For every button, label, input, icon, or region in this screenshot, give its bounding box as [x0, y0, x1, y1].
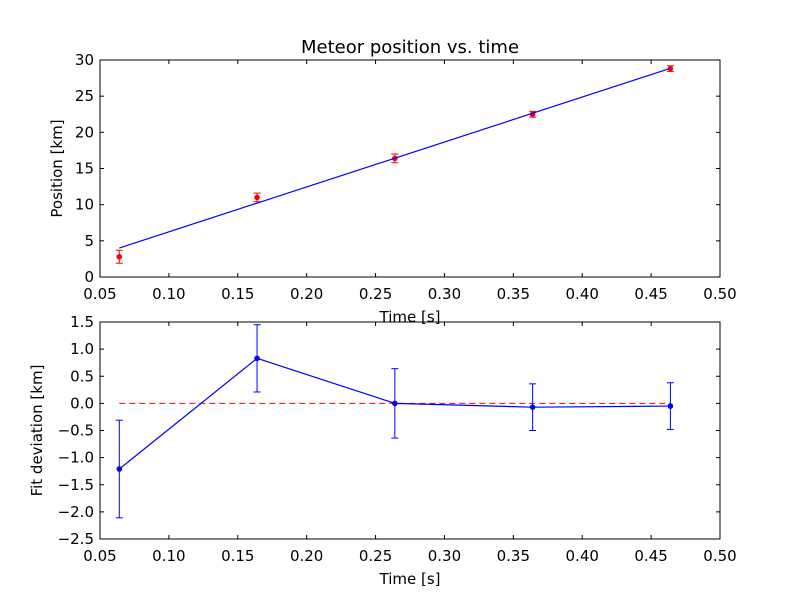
deviation-chart: 0.05 0.10 0.15 0.20 0.25 0.30 0.35 0.40 0.45 0.50…: [28, 313, 737, 588]
x-axis-label: Time [s]: [379, 308, 441, 326]
y-tick-label: 15: [75, 160, 94, 178]
y-tick-label: −2.0: [58, 503, 94, 521]
x-axis-label: Time [s]: [379, 570, 441, 588]
data-point: [254, 194, 260, 201]
deviation-chart-marks: [115, 324, 674, 519]
x-tick-label: 0.35: [497, 285, 530, 303]
x-tick-label: 0.50: [703, 285, 736, 303]
y-tick-label: 25: [75, 87, 94, 105]
x-tick-label: 0.45: [634, 285, 667, 303]
y-tick-label: 0: [84, 268, 94, 286]
position-chart-marks: [115, 65, 674, 264]
data-point: [529, 404, 536, 410]
y-tick-label: −2.5: [58, 530, 94, 548]
chart-title: Meteor position vs. time: [301, 37, 519, 58]
deviation-chart-ticks: 0.05 0.10 0.15 0.20 0.25 0.30 0.35 0.40 0.45 0.50…: [58, 313, 737, 565]
data-point: [392, 400, 398, 407]
y-tick-label: 5: [84, 232, 94, 250]
x-tick-label: 0.20: [290, 285, 323, 303]
x-tick-label: 0.25: [359, 547, 392, 565]
x-tick-label: 0.40: [566, 285, 599, 303]
position-chart: Meteor position vs. time 0.05 0.10 0.15 0.2…: [48, 37, 737, 326]
x-tick-label: 0.50: [703, 547, 736, 565]
data-point: [667, 403, 674, 409]
x-tick-label: 0.45: [634, 547, 667, 565]
x-tick-label: 0.15: [221, 547, 254, 565]
position-chart-ticks: 0.05 0.10 0.15 0.20 0.25 0.30 0.35 0.40 0.45 0.50…: [75, 51, 737, 303]
x-tick-label: 0.35: [497, 547, 530, 565]
y-tick-label: 20: [75, 123, 94, 141]
x-tick-label: 0.25: [359, 285, 392, 303]
x-tick-label: 0.30: [428, 547, 461, 565]
y-tick-label: −1.0: [58, 449, 94, 467]
deviation-plot-frame: [99, 321, 721, 540]
y-tick-label: 1.0: [70, 340, 94, 358]
x-tick-label: 0.10: [152, 547, 185, 565]
y-tick-label: 0.0: [70, 394, 94, 412]
data-point: [116, 466, 123, 472]
data-point: [254, 355, 260, 362]
y-tick-label: 10: [75, 196, 94, 214]
x-tick-label: 0.20: [290, 547, 323, 565]
y-axis-label: Position [km]: [48, 119, 66, 217]
x-tick-label: 0.05: [83, 285, 116, 303]
y-tick-label: −0.5: [58, 422, 94, 440]
x-tick-label: 0.15: [221, 285, 254, 303]
x-tick-label: 0.05: [83, 547, 116, 565]
y-tick-label: 0.5: [70, 367, 94, 385]
position-plot-frame: [99, 59, 721, 278]
data-point: [116, 253, 123, 260]
y-axis-label: Fit deviation [km]: [28, 365, 46, 497]
x-tick-label: 0.40: [566, 547, 599, 565]
x-tick-label: 0.10: [152, 285, 185, 303]
y-tick-label: −1.5: [58, 476, 94, 494]
fit-line: [119, 67, 671, 249]
y-tick-label: 1.5: [70, 313, 94, 331]
y-tick-label: 30: [75, 51, 94, 69]
x-tick-label: 0.30: [428, 285, 461, 303]
